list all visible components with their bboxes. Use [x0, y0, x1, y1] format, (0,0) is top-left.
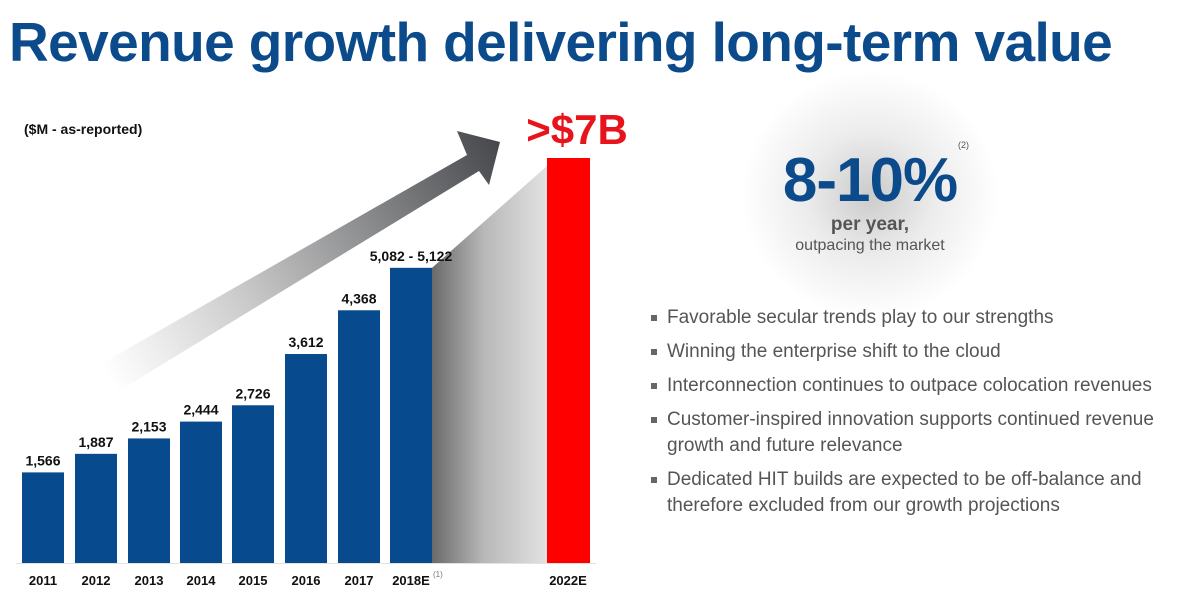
- data-label-2013: 2,153: [131, 418, 166, 434]
- x-tick-2014: 2014: [187, 573, 217, 588]
- data-label-2012: 1,887: [78, 434, 113, 450]
- growth-arrow-icon: [101, 131, 500, 392]
- x-tick-2022E: 2022E: [549, 573, 587, 588]
- x-tick-2017: 2017: [345, 573, 374, 588]
- bar-2011: [22, 472, 64, 563]
- growth-period: per year,: [830, 214, 910, 235]
- bullet-item: Winning the enterprise shift to the clou…: [651, 339, 1171, 365]
- bullet-item: Dedicated HIT builds are expected to be …: [651, 467, 1171, 519]
- growth-rate: 8-10%: [782, 146, 958, 215]
- x-tick-footnote-2018E: (1): [433, 570, 443, 579]
- bullet-item: Customer-inspired innovation supports co…: [651, 407, 1171, 459]
- data-label-2011: 1,566: [25, 452, 60, 468]
- bar-2015: [232, 405, 274, 563]
- bullet-square-icon: [651, 315, 657, 321]
- bar-2013: [128, 438, 170, 563]
- data-label-2014: 2,444: [183, 402, 218, 418]
- growth-footnote: (2): [958, 140, 969, 150]
- bar-2016: [285, 354, 327, 563]
- x-tick-2015: 2015: [239, 573, 268, 588]
- bullet-item: Favorable secular trends play to our str…: [651, 305, 1171, 331]
- bar-2012: [75, 453, 117, 563]
- bullet-square-icon: [651, 383, 657, 389]
- bullet-square-icon: [651, 417, 657, 423]
- x-tick-2012: 2012: [82, 573, 111, 588]
- bar-2018E: [390, 267, 432, 563]
- units-label: ($M - as-reported): [24, 121, 143, 137]
- bullet-item: Interconnection continues to outpace col…: [651, 373, 1171, 399]
- data-label-2015: 2,726: [235, 385, 270, 401]
- projection-headline: >$7B: [526, 106, 628, 153]
- bar-2014: [180, 421, 222, 563]
- projection-bridge: [432, 166, 547, 563]
- x-tick-2016: 2016: [292, 573, 321, 588]
- growth-context: outpacing the market: [795, 237, 945, 254]
- x-tick-2018E: 2018E: [392, 573, 430, 588]
- growth-glow: [740, 70, 1000, 320]
- bullet-square-icon: [651, 477, 657, 483]
- bar-2022E: [547, 158, 590, 563]
- data-label-2018E: 5,082 - 5,122: [370, 248, 453, 264]
- x-tick-2013: 2013: [135, 573, 164, 588]
- growth-callout: 8-10% per year, outpacing the market: [760, 148, 980, 256]
- slide-title: Revenue growth delivering long-term valu…: [9, 11, 1113, 73]
- bar-2017: [338, 310, 380, 563]
- revenue-bar-chart: 1,566 1,887 2,153 2,444 2,726 3,612 4,368 5,082…: [16, 106, 628, 588]
- bullet-square-icon: [651, 349, 657, 355]
- bullet-list: Favorable secular trends play to our str…: [651, 305, 1171, 527]
- data-label-2016: 3,612: [288, 334, 323, 350]
- x-tick-2011: 2011: [29, 573, 57, 588]
- data-label-2017: 4,368: [341, 290, 376, 306]
